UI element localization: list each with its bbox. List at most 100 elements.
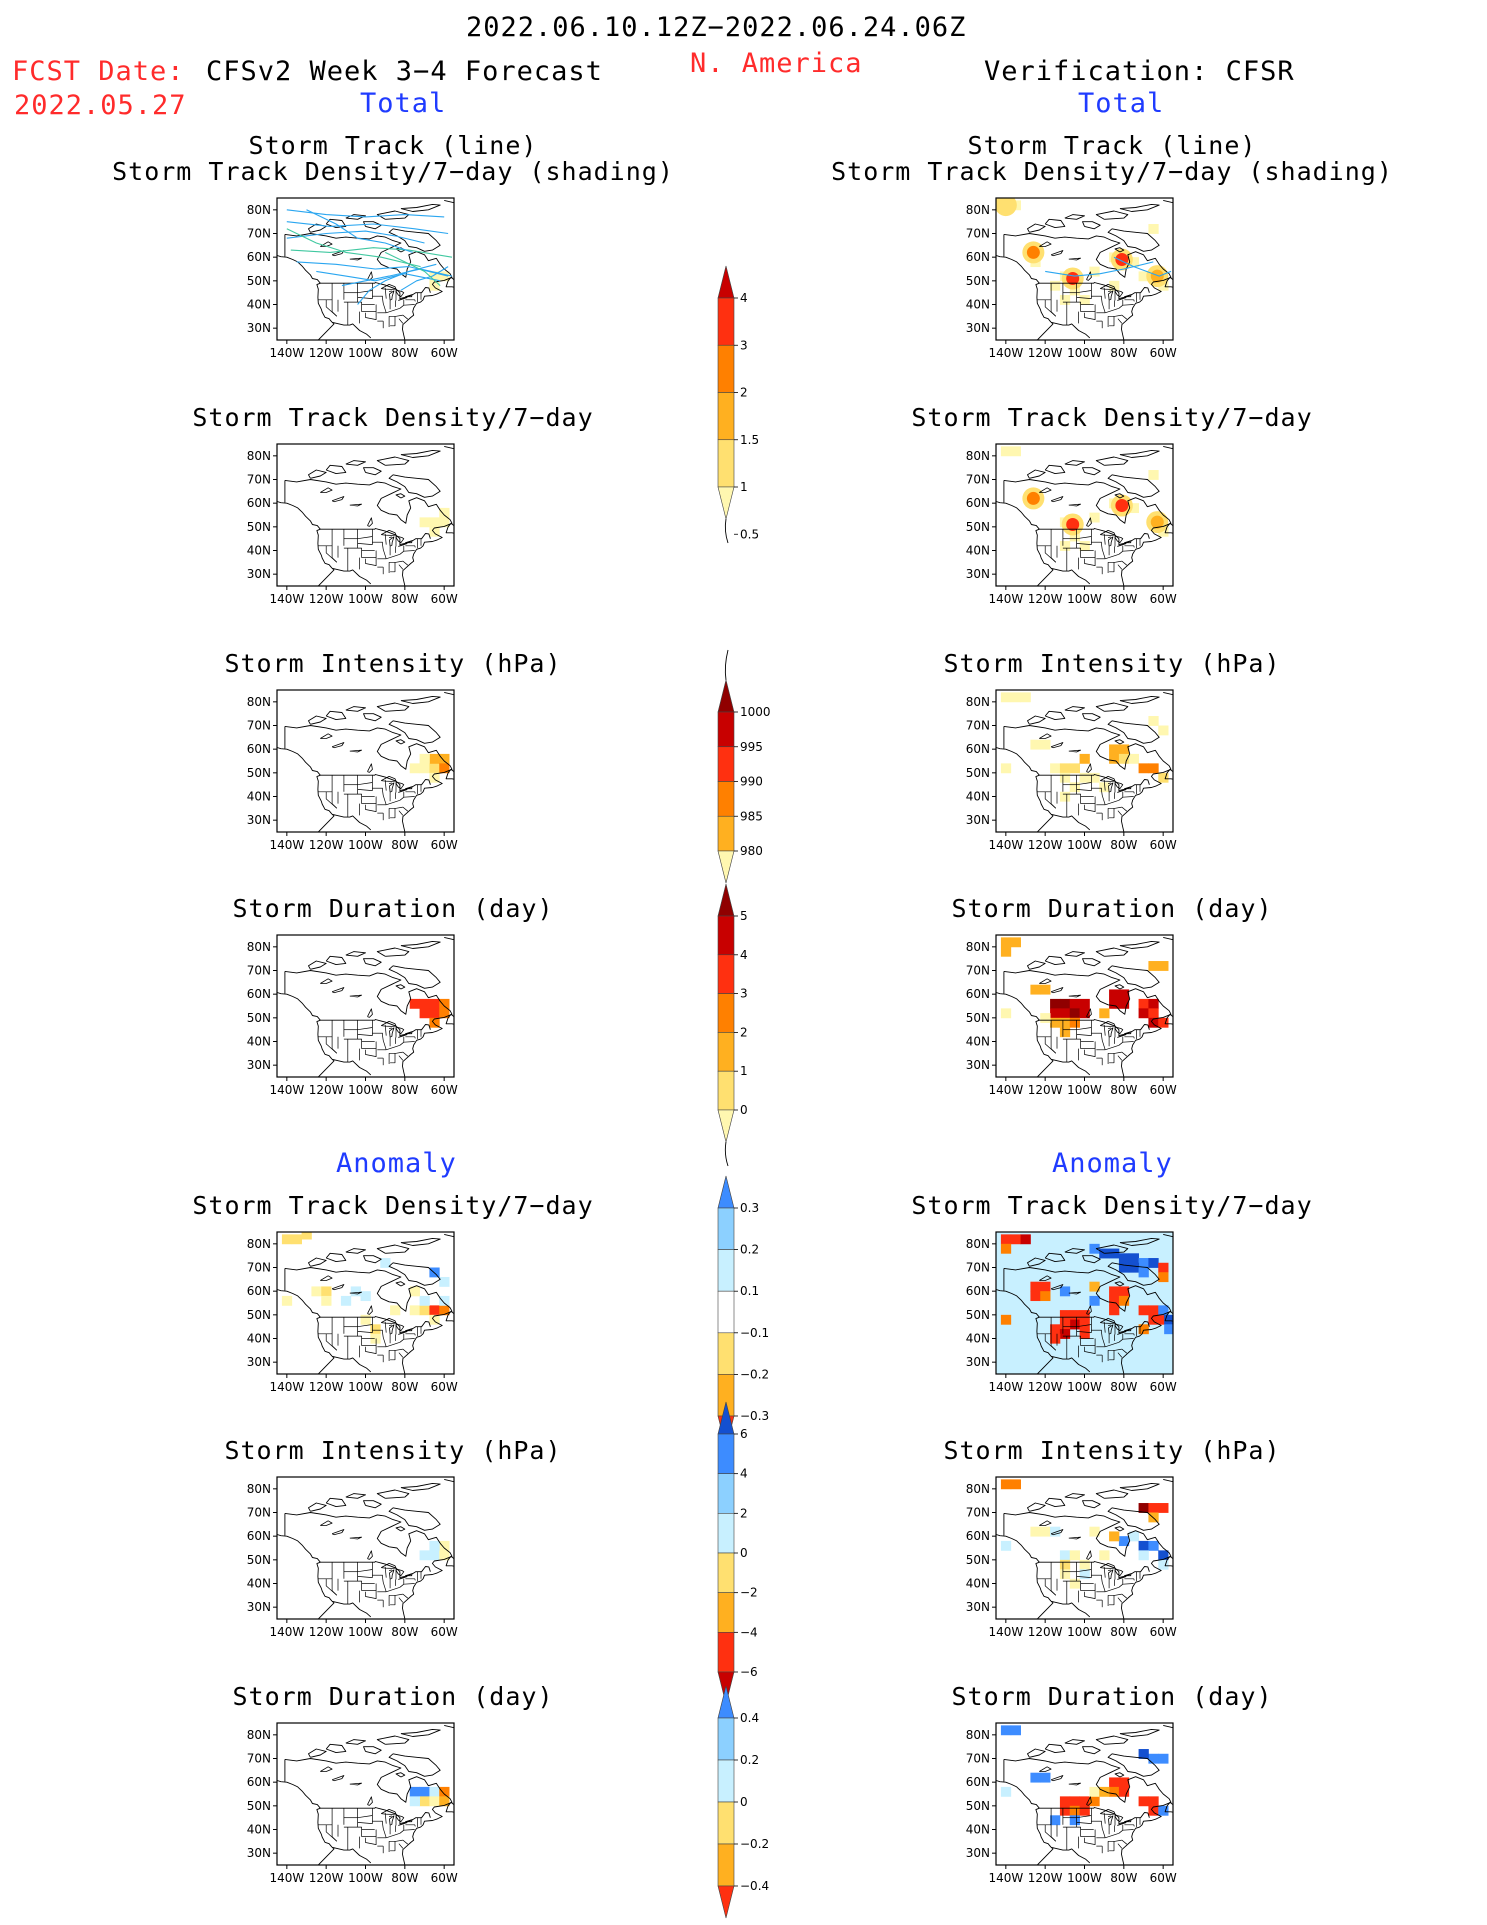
- state-border: [386, 1586, 401, 1593]
- island-outline: [345, 1248, 366, 1254]
- y-tick-label: 40N: [247, 544, 271, 558]
- state-border: [1108, 782, 1112, 784]
- state-border: [1117, 318, 1123, 324]
- island-outline: [363, 958, 382, 967]
- grid-cell: [1148, 1017, 1159, 1028]
- island-outline: [445, 1555, 454, 1567]
- lake-outline: [349, 1291, 363, 1295]
- island-outline: [1044, 1743, 1066, 1754]
- y-tick-label: 30N: [966, 1355, 990, 1369]
- state-border: [1118, 1824, 1124, 1834]
- state-border: [357, 782, 373, 786]
- island-outline: [1164, 1310, 1173, 1322]
- lake-outline: [349, 257, 363, 261]
- grid-cell: [1030, 739, 1041, 750]
- state-border: [1108, 1569, 1112, 1571]
- state-border: [1076, 290, 1092, 294]
- state-border: [381, 1575, 387, 1592]
- state-border: [384, 1321, 387, 1333]
- grid-cell: [419, 1550, 430, 1561]
- grid-cell: [1059, 1796, 1071, 1807]
- state-border: [381, 1330, 387, 1347]
- y-tick-label: 60N: [966, 987, 990, 1001]
- island-outline: [1082, 958, 1101, 967]
- coastline: [996, 991, 1054, 1077]
- state-border: [389, 314, 403, 317]
- colorbar-cap-top: [717, 1175, 735, 1209]
- grid-cell: [1040, 1013, 1051, 1023]
- state-border: [1076, 1576, 1092, 1578]
- colorbar-label: 0.2: [740, 1753, 759, 1767]
- map-panel-r5: 140W 120W 100W 80W 60W 80N 70N 60N 50N 40N 30N: [966, 1231, 1177, 1394]
- lake-outline: [349, 994, 363, 998]
- state-border: [1124, 1333, 1135, 1336]
- colorbar-segment: [717, 1332, 735, 1375]
- island-outline: [444, 1724, 454, 1729]
- grid-cell: [321, 1295, 332, 1306]
- island-outline: [1044, 218, 1066, 229]
- state-border: [1036, 775, 1052, 793]
- coastline: [277, 991, 335, 1077]
- grid-cell: [1148, 961, 1159, 971]
- grid-cell: [1079, 541, 1090, 551]
- country-border: [1050, 1058, 1091, 1076]
- state-border: [1084, 804, 1096, 812]
- grid-cell: [1109, 753, 1120, 764]
- grid-cell: [1148, 1314, 1159, 1325]
- island-outline: [1027, 715, 1046, 725]
- state-border: [1036, 283, 1052, 301]
- storm-track-line: [296, 261, 449, 277]
- x-tick-label: 140W: [988, 1380, 1023, 1394]
- y-tick-label: 70N: [966, 964, 990, 978]
- colorbar-segment: [717, 344, 735, 393]
- x-tick-label: 140W: [269, 1625, 304, 1639]
- colorbar-label: 6: [740, 1427, 748, 1441]
- grid-cell: [1050, 1324, 1061, 1335]
- coastline: [284, 233, 453, 340]
- state-border: [1100, 1033, 1106, 1050]
- island-outline: [400, 1728, 441, 1737]
- grid-cell: [1158, 280, 1169, 291]
- coastline: [284, 1758, 453, 1865]
- island-outline: [395, 984, 406, 990]
- grid-cell: [1089, 1786, 1100, 1797]
- state-border: [1109, 1053, 1115, 1064]
- state-border: [389, 1569, 393, 1571]
- island-outline: [400, 449, 441, 458]
- colorbar-label: 0.4: [740, 1711, 759, 1725]
- state-border: [1062, 301, 1081, 312]
- y-tick-label: 70N: [966, 227, 990, 241]
- colorbar-segment: [717, 1717, 735, 1761]
- x-tick-label: 80W: [1110, 346, 1137, 360]
- x-tick-label: 60W: [431, 1871, 458, 1885]
- x-tick-label: 120W: [309, 346, 344, 360]
- island-outline: [376, 947, 410, 957]
- map-panel-r7: 140W 120W 100W 80W 60W 80N 70N 60N 50N 40N 30N: [966, 1722, 1177, 1885]
- grid-cell: [1030, 1281, 1041, 1292]
- state-border: [384, 533, 387, 545]
- grid-cell: [1109, 989, 1120, 1000]
- island-outline: [1107, 1507, 1160, 1531]
- island-outline: [1064, 951, 1085, 957]
- state-border: [1105, 307, 1120, 314]
- coastline: [1003, 725, 1172, 832]
- state-border: [389, 1051, 403, 1054]
- grid-cell: [429, 517, 440, 528]
- grid-cell: [1010, 446, 1021, 457]
- colorbar-segment: [717, 1632, 735, 1673]
- grid-cell: [1010, 1479, 1021, 1490]
- y-tick-label: 30N: [247, 321, 271, 335]
- island-outline: [308, 960, 327, 970]
- y-tick-label: 60N: [247, 1775, 271, 1789]
- state-border: [343, 1038, 362, 1049]
- island-outline: [376, 210, 410, 220]
- grid-cell: [1118, 753, 1130, 764]
- y-tick-label: 30N: [966, 1600, 990, 1614]
- island-outline: [445, 1013, 454, 1025]
- state-border: [1076, 1815, 1092, 1819]
- country-border: [331, 1058, 372, 1076]
- island-outline: [1027, 1502, 1046, 1512]
- state-border: [398, 1597, 404, 1603]
- island-outline: [1082, 1500, 1101, 1509]
- grid-cell: [1059, 763, 1071, 774]
